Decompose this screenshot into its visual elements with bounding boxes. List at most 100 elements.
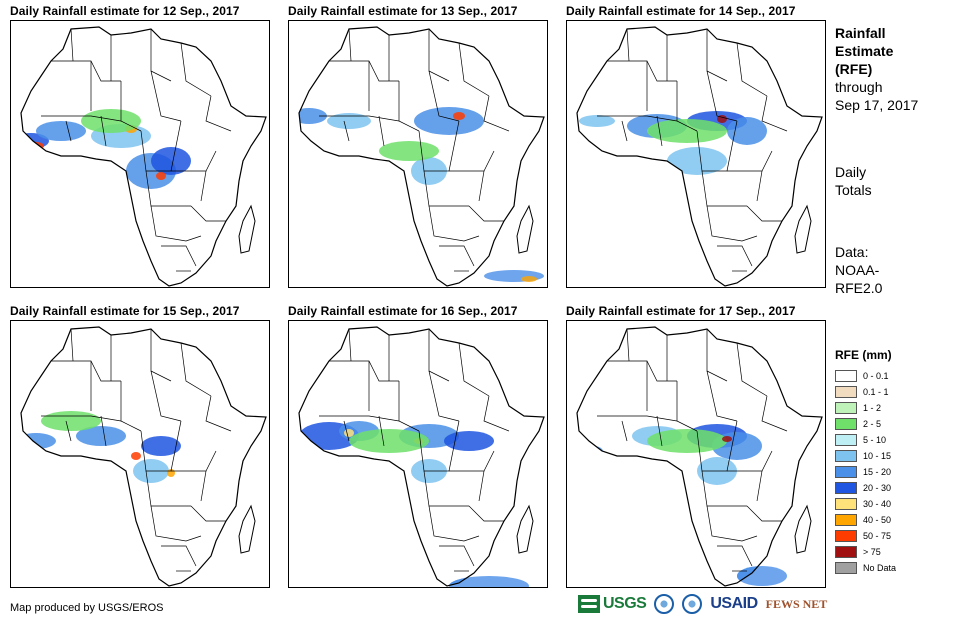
panel-title: Daily Rainfall estimate for 16 Sep., 201… — [288, 304, 518, 318]
country-border — [51, 360, 121, 382]
country-border — [150, 205, 202, 242]
legend-swatch — [835, 514, 857, 526]
country-border — [120, 381, 142, 432]
country-border — [706, 29, 728, 82]
africa-map — [298, 326, 545, 587]
country-border — [746, 505, 782, 522]
map-frame — [10, 20, 270, 288]
country-border — [140, 420, 182, 472]
country-border — [378, 115, 385, 147]
country-border — [717, 245, 753, 267]
country-border — [458, 42, 490, 97]
country-border — [717, 545, 753, 567]
country-border — [200, 170, 207, 202]
country-border — [756, 170, 763, 202]
map-frame — [288, 320, 548, 588]
credit-text: Map produced by USGS/EROS — [10, 602, 164, 614]
country-border — [676, 381, 698, 432]
legend-item: 1 - 2 — [835, 400, 896, 416]
continent-outline — [20, 326, 267, 587]
title-line: Rainfall — [835, 25, 886, 41]
legend-label: 40 - 50 — [863, 515, 892, 525]
country-border — [428, 205, 480, 242]
usgs-logo-text: USGS — [603, 595, 647, 612]
legend-label: 1 - 2 — [863, 403, 882, 413]
country-border — [706, 329, 728, 382]
legend-item: No Data — [835, 560, 896, 576]
country-border — [100, 415, 107, 447]
legend-swatch — [835, 418, 857, 430]
legend-item: 0.1 - 1 — [835, 384, 896, 400]
noaa-logo-icon — [654, 594, 675, 614]
country-border — [150, 329, 172, 382]
country-border — [483, 395, 510, 432]
country-border — [607, 360, 677, 382]
country-border — [626, 28, 630, 62]
legend-rows: 0 - 0.1 0.1 - 1 1 - 2 2 - 5 5 - 10 10 - 15 15 … — [835, 368, 896, 576]
usgs-wave-icon — [578, 595, 600, 613]
country-border — [329, 360, 399, 382]
country-border — [319, 115, 400, 122]
through-label: through — [835, 79, 883, 95]
madagascar-outline — [794, 504, 812, 554]
country-border — [418, 120, 460, 172]
country-border — [607, 60, 677, 82]
legend-swatch — [835, 530, 857, 542]
legend-item: 2 - 5 — [835, 416, 896, 432]
rfe-legend: RFE (mm) 0 - 0.1 0.1 - 1 1 - 2 2 - 5 5 - 10 1… — [835, 348, 896, 576]
legend-label: > 75 — [863, 547, 881, 557]
madagascar-outline — [516, 204, 534, 254]
country-border — [746, 205, 782, 222]
country-border — [180, 342, 212, 397]
map-frame — [10, 320, 270, 588]
country-border — [150, 370, 182, 422]
legend-label: 2 - 5 — [863, 419, 882, 429]
legend-swatch — [835, 562, 857, 574]
daily-totals-label: Daily Totals — [835, 163, 872, 199]
country-border — [378, 415, 385, 447]
country-border — [205, 95, 232, 132]
legend-item: 50 - 75 — [835, 528, 896, 544]
panel-title: Daily Rainfall estimate for 17 Sep., 201… — [566, 304, 796, 318]
usgs-logo: USGS — [578, 595, 647, 613]
country-border — [100, 115, 107, 147]
legend-swatch — [835, 402, 857, 414]
country-border — [428, 29, 450, 82]
country-border — [41, 115, 122, 122]
country-border — [468, 205, 504, 222]
panel-title: Daily Rainfall estimate for 12 Sep., 201… — [10, 4, 240, 18]
country-border — [696, 420, 738, 472]
country-border — [428, 329, 450, 382]
country-border — [70, 28, 74, 62]
map-frame — [566, 20, 826, 288]
data-line: RFE2.0 — [835, 280, 883, 296]
country-border — [418, 420, 460, 472]
country-border — [706, 205, 758, 242]
legend-swatch — [835, 498, 857, 510]
country-border — [449, 450, 495, 472]
country-border — [51, 60, 121, 82]
country-border — [190, 205, 226, 222]
country-border — [621, 420, 628, 442]
rainfall-overlay — [299, 107, 544, 282]
legend-swatch — [835, 434, 857, 446]
country-border — [478, 170, 485, 202]
legend-label: 15 - 20 — [863, 467, 892, 477]
country-border — [696, 120, 738, 172]
legend-item: 10 - 15 — [835, 448, 896, 464]
country-border — [161, 545, 197, 567]
africa-map — [20, 26, 267, 287]
rainfall-overlay — [299, 421, 529, 586]
madagascar-outline — [238, 204, 256, 254]
map-frame — [288, 20, 548, 288]
rainfall-overlay — [577, 424, 787, 586]
africa-map — [298, 26, 545, 287]
legend-swatch — [835, 370, 857, 382]
legend-item: 15 - 20 — [835, 464, 896, 480]
country-border — [483, 95, 510, 132]
country-border — [449, 150, 495, 172]
country-border — [736, 342, 768, 397]
product-title: Rainfall Estimate (RFE) through Sep 17, … — [835, 24, 918, 114]
usaid-logo-text: USAID — [710, 595, 758, 612]
country-border — [150, 29, 172, 82]
